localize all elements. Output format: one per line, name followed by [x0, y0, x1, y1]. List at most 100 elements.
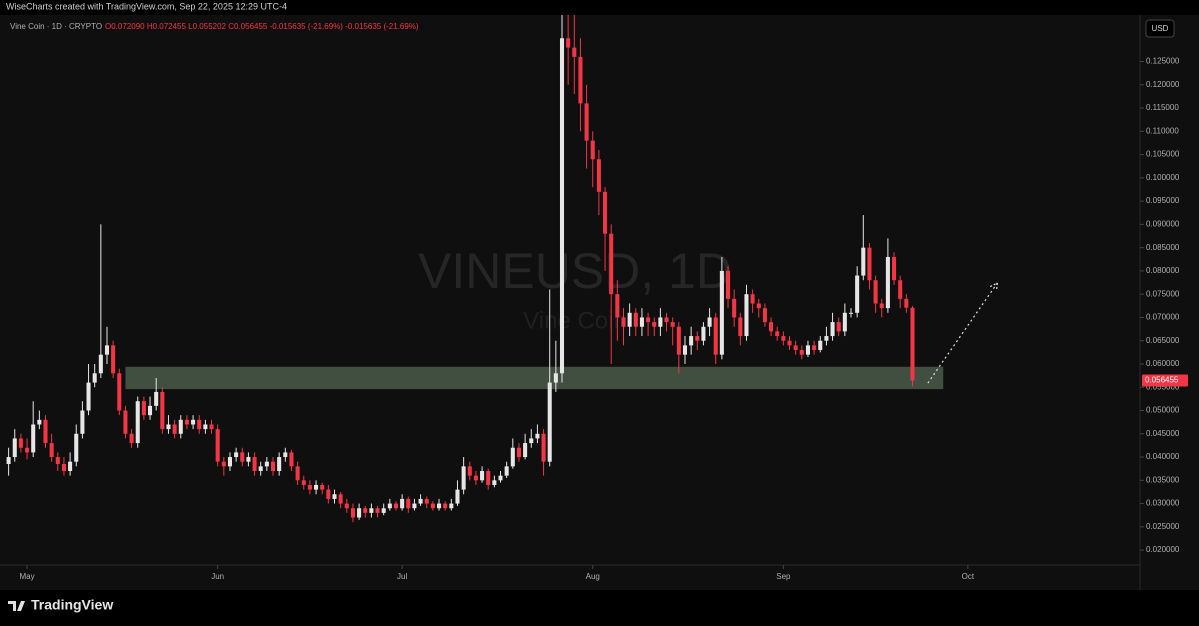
y-tick-label: 0.065000: [1146, 336, 1180, 345]
candle-body: [670, 322, 675, 327]
y-tick-label: 0.095000: [1146, 196, 1180, 205]
candle-body: [197, 419, 202, 430]
candle-body: [221, 461, 226, 467]
footer-brand: TradingView: [31, 597, 113, 613]
support-zone: [125, 366, 944, 390]
y-tick-label: 0.085000: [1146, 243, 1180, 252]
candle-body: [756, 303, 761, 309]
candle-body: [498, 475, 503, 481]
y-tick-label: 0.090000: [1146, 220, 1180, 229]
candle-body: [172, 424, 177, 434]
candle-body: [707, 317, 712, 327]
candle-body: [437, 503, 442, 509]
candle-body: [357, 508, 362, 518]
candle-body: [80, 410, 85, 434]
candle-body: [842, 312, 847, 332]
candle-body: [154, 391, 159, 406]
candle-body: [209, 424, 214, 430]
y-tick-label: 0.125000: [1146, 57, 1180, 66]
plot: [6, 15, 999, 523]
candle-body: [455, 489, 460, 504]
y-tick-label: 0.050000: [1146, 406, 1180, 415]
candle-body: [775, 331, 780, 337]
candle-body: [49, 443, 54, 458]
candle-body: [184, 419, 189, 425]
candle-body: [652, 322, 657, 327]
candle-body: [516, 447, 521, 458]
candle-body: [535, 433, 540, 439]
y-tick-label: 0.075000: [1146, 289, 1180, 298]
candle-body: [123, 410, 128, 434]
legend-ohlc: O0.072090 H0.072455 L0.055202 C0.056455 …: [105, 22, 419, 31]
candle-body: [307, 484, 312, 490]
candle-body: [412, 503, 417, 509]
candle-body: [25, 447, 30, 453]
y-tick-label: 0.020000: [1146, 545, 1180, 554]
candle-body: [178, 419, 183, 434]
candle-body: [529, 438, 534, 444]
candle-body: [326, 489, 331, 499]
candle-body: [805, 345, 810, 355]
candle-body: [639, 317, 644, 327]
candle-body: [781, 336, 786, 341]
candle-body: [141, 401, 146, 416]
candle-body: [449, 503, 454, 509]
y-tick-label: 0.105000: [1146, 150, 1180, 159]
candle-body: [787, 340, 792, 346]
candle-body: [6, 457, 11, 465]
candle-body: [855, 275, 860, 313]
currency-box[interactable]: [1145, 19, 1175, 38]
candle-body: [400, 498, 405, 509]
watermark-name: Vine Coin: [523, 307, 627, 334]
last-price-label: 0.056455: [1145, 376, 1179, 385]
candle-body: [344, 503, 349, 509]
candle-body: [430, 503, 435, 509]
candle-body: [264, 461, 269, 467]
x-tick-label: Aug: [586, 572, 600, 581]
candle-body: [738, 317, 743, 337]
candle-body: [148, 405, 153, 416]
candle-body: [117, 373, 122, 411]
y-tick-label: 0.035000: [1146, 475, 1180, 484]
y-tick-label: 0.040000: [1146, 452, 1180, 461]
candle-body: [406, 498, 411, 509]
candle-body: [203, 424, 208, 430]
candle-body: [314, 484, 319, 490]
candle-body: [277, 457, 282, 472]
candle-body: [424, 498, 429, 504]
footer-logo[interactable]: TradingView: [8, 597, 113, 613]
y-tick-label: 0.100000: [1146, 173, 1180, 182]
candle-body: [541, 433, 546, 462]
candle-body: [270, 461, 276, 472]
x-tick-label: May: [19, 572, 34, 581]
candle-body: [240, 452, 245, 462]
candle-body: [234, 452, 239, 458]
currency[interactable]: USD: [1152, 24, 1169, 33]
candle-body: [713, 317, 718, 355]
header: WiseCharts created with TradingView.com,…: [6, 1, 287, 11]
candle-body: [523, 443, 528, 458]
y-tick-label: 0.045000: [1146, 429, 1180, 438]
candle-body: [572, 47, 577, 57]
candle-body: [719, 270, 724, 355]
projection-arrow: [927, 282, 998, 384]
candle-body: [615, 294, 620, 318]
candle-body: [885, 256, 890, 309]
candle-body: [898, 280, 903, 299]
candle-body: [867, 247, 872, 281]
candle-body: [873, 280, 878, 304]
candle-body: [848, 312, 854, 314]
candle-body: [744, 294, 749, 337]
candle-body: [646, 317, 651, 323]
candle-body: [283, 452, 288, 458]
candle-body: [627, 312, 632, 327]
candle-body: [892, 256, 897, 281]
candle-body: [252, 457, 257, 472]
candle-body: [658, 317, 663, 327]
candle-body: [111, 345, 116, 374]
candle-body: [480, 471, 485, 481]
y-tick-label: 0.120000: [1146, 80, 1180, 89]
y-tick-label: 0.060000: [1146, 359, 1180, 368]
